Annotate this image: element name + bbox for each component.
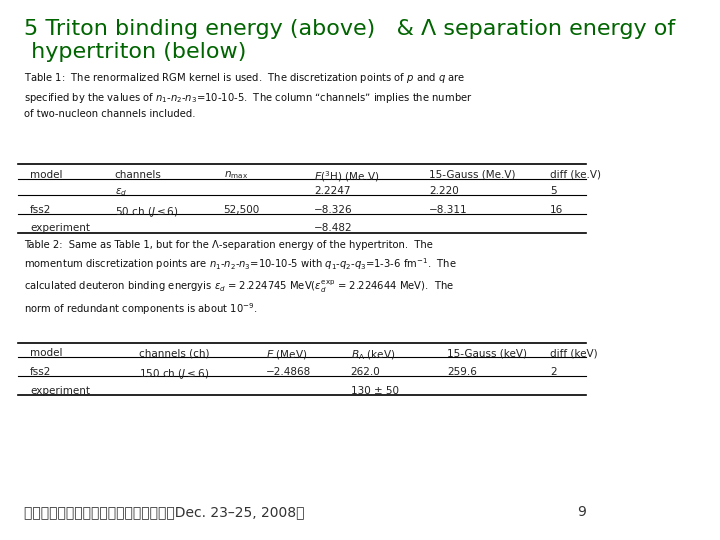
Text: channels (ch): channels (ch) xyxy=(139,348,210,359)
Text: $n_{\rm max}$: $n_{\rm max}$ xyxy=(224,170,248,181)
Text: model: model xyxy=(30,348,63,359)
Text: $B_\Lambda$ (keV): $B_\Lambda$ (keV) xyxy=(351,348,395,362)
Text: experiment: experiment xyxy=(30,223,90,233)
Text: 130 ± 50: 130 ± 50 xyxy=(351,386,399,396)
Text: 16: 16 xyxy=(550,205,563,215)
Text: 259.6: 259.6 xyxy=(447,367,477,377)
Text: channels: channels xyxy=(115,170,162,180)
Text: diff (keV): diff (keV) xyxy=(550,348,598,359)
Text: $\varepsilon_d$: $\varepsilon_d$ xyxy=(115,186,127,198)
Text: hypertriton (below): hypertriton (below) xyxy=(24,42,246,62)
Text: experiment: experiment xyxy=(30,386,90,396)
Text: −8.311: −8.311 xyxy=(429,205,468,215)
Text: Table 1:  The renormalized RGM kernel is used.  The discretization points of $p$: Table 1: The renormalized RGM kernel is … xyxy=(24,71,473,119)
Text: model: model xyxy=(30,170,63,180)
Text: 52,500: 52,500 xyxy=(224,205,260,215)
Text: −8.326: −8.326 xyxy=(315,205,353,215)
Text: 15-Gauss (keV): 15-Gauss (keV) xyxy=(447,348,527,359)
Text: 15-Gauss (Me.V): 15-Gauss (Me.V) xyxy=(429,170,516,180)
Text: diff (ke.V): diff (ke.V) xyxy=(550,170,601,180)
Text: 2.220: 2.220 xyxy=(429,186,459,197)
Text: Table 2:  Same as Table 1, but for the Λ-separation energy of the hypertriton.  : Table 2: Same as Table 1, but for the Λ-… xyxy=(24,240,456,317)
Text: −8.482: −8.482 xyxy=(315,223,353,233)
Text: 262.0: 262.0 xyxy=(351,367,380,377)
Text: fss2: fss2 xyxy=(30,367,52,377)
Text: 2: 2 xyxy=(550,367,557,377)
Text: $E$ (MeV): $E$ (MeV) xyxy=(266,348,307,361)
Text: 少数粒子系の物理の現状と今後の展望（Dec. 23–25, 2008）: 少数粒子系の物理の現状と今後の展望（Dec. 23–25, 2008） xyxy=(24,505,305,519)
Text: 50 ch ($J \leq 6$): 50 ch ($J \leq 6$) xyxy=(115,205,179,219)
Text: $E(^3{\rm H})$ (Me.V): $E(^3{\rm H})$ (Me.V) xyxy=(315,170,380,184)
Text: 150 ch ($J \leq 6$): 150 ch ($J \leq 6$) xyxy=(139,367,210,381)
Text: 9: 9 xyxy=(577,505,586,519)
Text: −2.4868: −2.4868 xyxy=(266,367,311,377)
Text: 2.2247: 2.2247 xyxy=(315,186,351,197)
Text: 5: 5 xyxy=(550,186,557,197)
Text: 5 Triton binding energy (above)   & Λ separation energy of: 5 Triton binding energy (above) & Λ sepa… xyxy=(24,19,675,39)
Text: fss2: fss2 xyxy=(30,205,52,215)
